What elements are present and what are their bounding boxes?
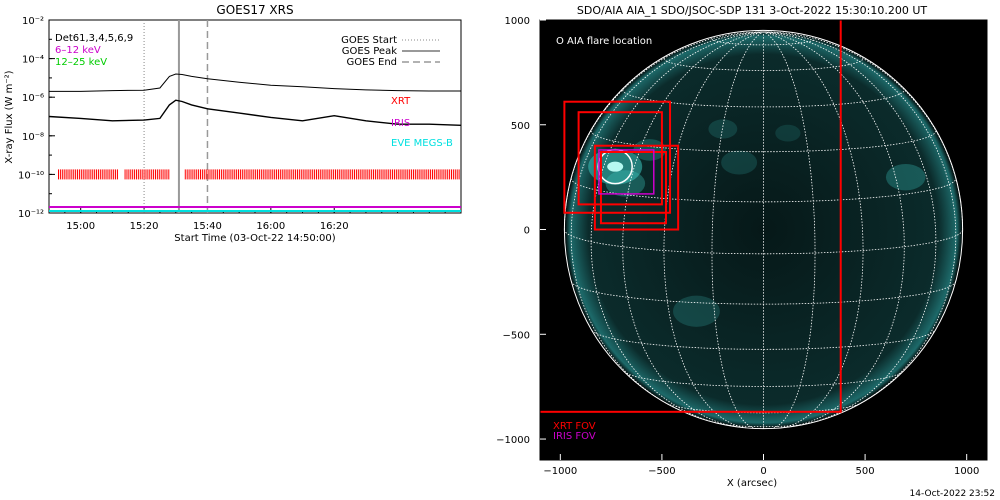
longitude-line (570, 31, 764, 411)
right-y-tick-label: 500 (511, 121, 530, 132)
goes-short-channel-line (48, 99, 462, 126)
active-region-glow (605, 170, 646, 197)
left-y-tick-label: 10⁻¹² (18, 209, 44, 220)
instrument-label: EVE MEGS-B (391, 138, 453, 149)
left-x-tick-label: 15:40 (193, 221, 222, 232)
goes-event-lines (143, 20, 209, 213)
active-region-glow (885, 163, 926, 191)
longitude-line (763, 31, 957, 411)
goes-legend-label: GOES End (347, 57, 397, 68)
xrt-fov-box (577, 111, 663, 206)
left-y-tick-label: 10⁻² (22, 16, 44, 27)
left-x-axis-label: Start Time (03-Oct-22 14:50:00) (174, 233, 335, 244)
right-x-tick-label: 1000 (954, 466, 979, 477)
right-x-tick-label: 500 (856, 466, 875, 477)
right-x-axis: −1000 −500 0 500 1000 (543, 454, 979, 477)
longitude-line (711, 31, 764, 429)
flare-kernel (607, 161, 624, 172)
right-x-tick-label: 0 (760, 466, 766, 477)
left-x-tick-label: 16:20 (320, 221, 349, 232)
left-y-tick-label: 10⁻⁸ (22, 132, 44, 143)
right-x-tick-label: −500 (648, 466, 675, 477)
left-y-tick-label: 10⁻⁴ (22, 55, 44, 66)
left-x-tick-label: 15:00 (66, 221, 95, 232)
solar-limb (563, 29, 964, 430)
goes-long-channel-line (49, 73, 461, 92)
goes-legend-label: GOES Peak (342, 46, 397, 57)
left-legend-entry: Det61,3,4,5,6,9 (55, 33, 133, 44)
left-x-tick-label: 16:00 (256, 221, 285, 232)
xrt-fov-box (540, 20, 842, 413)
longitude-line (763, 31, 816, 429)
goes-legend-label: GOES Start (341, 35, 397, 46)
right-x-axis-label: X (arcsec) (727, 478, 777, 489)
flare-location-label: O AIA flare location (556, 36, 652, 47)
xrt-fov-box (599, 151, 667, 225)
longitude-line (590, 31, 764, 425)
left-legend-entry: 6–12 keV (55, 45, 101, 56)
left-y-tick-label: 10⁻¹⁰ (18, 170, 44, 181)
left-legend-entry: 12–25 keV (55, 57, 107, 68)
left-plot-frame (48, 19, 462, 214)
latitude-line (591, 330, 936, 350)
xrt-fov-box (563, 100, 672, 214)
fov-legend-entry: IRIS FOV (553, 431, 596, 442)
xrt-fov-box (593, 144, 680, 231)
left-y-tick-label: 10⁻⁶ (22, 93, 44, 104)
active-region-glow (721, 150, 758, 175)
latitude-line (717, 423, 810, 428)
longitude-line (763, 31, 864, 429)
fov-boxes (540, 20, 842, 413)
fov-legend-entry: XRT FOV (553, 421, 596, 432)
instrument-label: IRIS (391, 118, 410, 129)
goes-xrs-plot: GOES17 XRS 10⁻² 10⁻⁴ 10⁻⁶ 10⁻⁸ 10⁻¹⁰ 10⁻¹² 15… (4, 3, 462, 244)
right-y-axis: 1000 500 0 −500 −1000 (496, 16, 546, 446)
left-x-tick-label: 15:20 (130, 221, 159, 232)
active-region-glow (775, 124, 801, 142)
left-y-axis-label: X-ray Flux (W m⁻²) (4, 70, 15, 163)
left-chart-title: GOES17 XRS (216, 3, 293, 17)
instrument-coverage (49, 169, 461, 212)
active-region-glow (708, 119, 738, 139)
instrument-label: XRT (391, 96, 411, 107)
longitude-line (763, 31, 937, 425)
right-y-tick-label: 0 (524, 226, 530, 237)
right-y-tick-label: −1000 (496, 435, 530, 446)
longitude-line (663, 31, 764, 429)
goes-flux-series (48, 73, 462, 126)
right-y-tick-label: 1000 (505, 16, 530, 27)
latitude-line (564, 229, 963, 255)
active-region-glow (673, 295, 720, 327)
sun-lat-lon-grid (563, 29, 964, 430)
timestamp: 14-Oct-2022 23:52 (910, 489, 995, 499)
right-y-tick-label: −500 (503, 330, 530, 341)
aia-sun-map: SDO/AIA AIA_1 SDO/JSOC-SDP 131 3-Oct-202… (496, 4, 995, 499)
right-x-tick-label: −1000 (543, 466, 577, 477)
latitude-line (622, 89, 905, 108)
iris-fov-box (598, 149, 655, 195)
right-chart-title: SDO/AIA AIA_1 SDO/JSOC-SDP 131 3-Oct-202… (577, 4, 928, 17)
